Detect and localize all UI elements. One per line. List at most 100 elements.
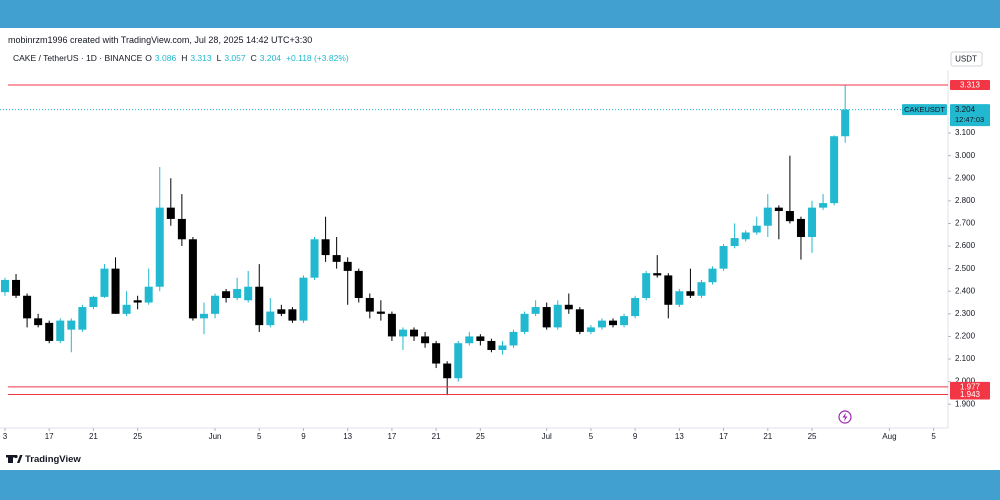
symbol-label-bg <box>902 104 947 116</box>
alert-icon <box>838 410 852 424</box>
candle-body <box>432 343 441 364</box>
top-band <box>0 0 1000 28</box>
candle-body <box>277 309 286 314</box>
ohlc-key: H <box>181 53 188 63</box>
price-line-label: 1.977 <box>960 382 981 391</box>
x-tick-label: 3 <box>3 432 8 441</box>
brand-name: TradingView <box>25 454 81 465</box>
symbol: CAKE / TetherUS · 1D · BINANCE <box>13 53 143 63</box>
x-tick-label: 5 <box>589 432 594 441</box>
candle-body <box>553 304 562 328</box>
candle-body <box>398 329 407 337</box>
candle-body <box>443 363 452 379</box>
x-tick-label: Jul <box>542 432 552 441</box>
candle-body <box>0 279 9 293</box>
candle-body <box>686 291 695 296</box>
candle-body <box>365 298 374 312</box>
x-tick-label: 21 <box>432 432 441 441</box>
candle-body <box>575 309 584 332</box>
x-tick-label: 5 <box>257 432 262 441</box>
candle-body <box>332 255 341 262</box>
x-tick-label: Jun <box>209 432 222 441</box>
ohlc-key: L <box>216 53 222 63</box>
candle-body <box>520 313 529 332</box>
candle-body <box>111 268 120 314</box>
candle-body <box>343 261 352 271</box>
y-tick-label: 2.400 <box>955 286 976 295</box>
unit-box <box>950 51 983 67</box>
candle-body <box>509 331 518 346</box>
price-line-label-bg <box>950 389 990 400</box>
last-price-label-bg <box>950 104 990 127</box>
candle-body <box>708 268 717 283</box>
candle-body <box>421 336 430 344</box>
countdown-label: 12:47:03 <box>955 115 984 124</box>
price-line-label-bg <box>950 381 990 392</box>
y-tick-label: 1.900 <box>955 399 976 408</box>
x-tick-label: Aug <box>882 432 896 441</box>
author-line: mobinrzm1996 created with TradingView.co… <box>8 35 313 45</box>
last-price-label: 3.204 <box>955 105 976 114</box>
candle-body <box>620 316 629 326</box>
candle-body <box>78 307 87 330</box>
x-tick-label: 13 <box>343 432 352 441</box>
candle-body <box>730 238 739 247</box>
candle-body <box>808 207 817 238</box>
candle-body <box>697 282 706 296</box>
candle-body <box>89 296 98 308</box>
x-tick-label: 21 <box>89 432 98 441</box>
candle-body <box>133 300 142 303</box>
y-tick-label: 2.300 <box>955 309 976 318</box>
candle-body <box>476 336 485 341</box>
candle-body <box>67 320 76 330</box>
candle-body <box>310 239 319 278</box>
y-tick-label: 2.000 <box>955 377 976 386</box>
price-line-label-bg <box>950 79 990 90</box>
x-tick-label: 17 <box>45 432 54 441</box>
candle-body <box>542 307 551 328</box>
candle-body <box>454 343 463 379</box>
x-tick-label: 5 <box>931 432 936 441</box>
candle-body <box>34 318 43 326</box>
x-tick-label: 25 <box>808 432 817 441</box>
brand-logo <box>6 454 23 463</box>
y-tick-label: 2.700 <box>955 219 976 228</box>
candle-body <box>321 239 330 256</box>
x-tick-label: 17 <box>719 432 728 441</box>
candle-body <box>531 307 540 314</box>
y-tick-label: 2.800 <box>955 196 976 205</box>
price-line-label: 1.943 <box>960 390 981 399</box>
candle-body <box>56 320 65 341</box>
axis-unit: USDT <box>955 55 977 64</box>
candle-body <box>233 288 242 299</box>
candle-body <box>719 246 728 269</box>
bottom-band <box>0 470 1000 500</box>
ohlc-value: 3.313 <box>190 53 212 63</box>
candle-body <box>376 311 385 314</box>
candle-body <box>244 286 253 301</box>
candle-body <box>410 329 419 337</box>
ohlc-key: O <box>145 53 152 63</box>
x-tick-label: 21 <box>763 432 772 441</box>
candle-body <box>255 286 264 326</box>
candle-body <box>122 304 131 314</box>
candle-body <box>12 279 21 296</box>
ohlc-key: C <box>250 53 257 63</box>
y-tick-label: 2.100 <box>955 354 976 363</box>
x-tick-label: 13 <box>675 432 684 441</box>
x-tick-label: 25 <box>476 432 485 441</box>
ohlc-value: 3.057 <box>224 53 246 63</box>
candle-body <box>288 309 297 321</box>
candle-body <box>631 298 640 317</box>
candle-body <box>597 320 606 328</box>
ohlc-value: 3.204 <box>259 53 282 63</box>
y-tick-label: 2.200 <box>955 332 976 341</box>
candle-body <box>465 336 474 344</box>
x-tick-label: 17 <box>387 432 396 441</box>
candle-body <box>211 295 220 314</box>
candle-body <box>222 291 231 299</box>
candle-body <box>841 109 850 137</box>
